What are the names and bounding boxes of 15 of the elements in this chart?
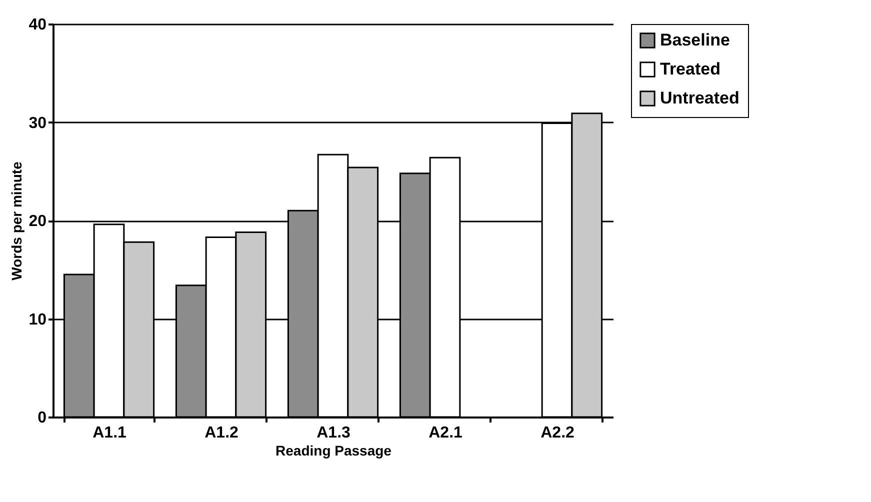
y-tick-label: 20 [28, 213, 47, 230]
x-tick-label: A2.1 [428, 424, 462, 442]
legend-label: Untreated [660, 88, 740, 108]
x-tick-label: A1.3 [316, 424, 350, 442]
x-axis-title: Reading Passage [276, 442, 392, 458]
legend-label: Treated [660, 60, 720, 78]
y-tick-label: 10 [28, 311, 47, 328]
y-tick-label: 40 [28, 16, 47, 34]
y-tick-label: 0 [38, 410, 47, 426]
legend-label: Baseline [660, 30, 730, 50]
y-axis-title: Words per minute [8, 161, 25, 280]
x-tick-label: A1.1 [92, 424, 126, 442]
x-tick-label: A1.2 [204, 424, 238, 442]
x-tick-label: A2.2 [540, 424, 574, 442]
y-tick-label: 30 [28, 114, 47, 132]
